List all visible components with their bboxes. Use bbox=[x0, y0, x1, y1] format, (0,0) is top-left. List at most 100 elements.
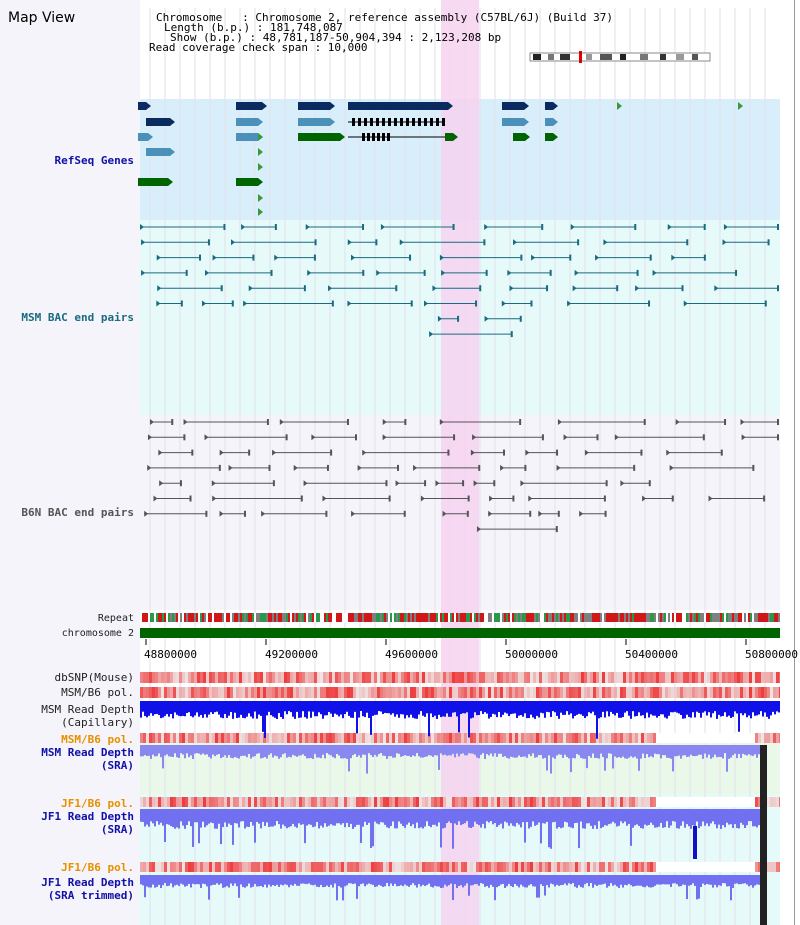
read-depth-bar bbox=[548, 875, 550, 888]
heat-cell bbox=[398, 672, 401, 683]
read-depth-bar bbox=[182, 745, 184, 755]
heat-cell bbox=[662, 733, 665, 743]
heat-cell bbox=[692, 733, 695, 743]
read-depth-bar bbox=[742, 809, 744, 825]
heat-cell bbox=[641, 687, 644, 698]
heat-cell bbox=[728, 862, 731, 872]
read-depth-bar bbox=[602, 875, 604, 885]
read-depth-bar bbox=[632, 701, 634, 712]
read-depth-bar bbox=[646, 701, 648, 713]
repeat-element bbox=[496, 613, 498, 622]
heat-cell bbox=[359, 687, 362, 698]
read-depth-bar bbox=[454, 701, 456, 713]
read-depth-bar bbox=[590, 809, 592, 826]
heat-cell bbox=[350, 687, 353, 698]
repeat-element bbox=[250, 613, 252, 622]
heat-cell bbox=[254, 797, 257, 807]
heat-cell bbox=[293, 687, 296, 698]
heat-cell bbox=[155, 687, 158, 698]
heat-cell bbox=[455, 797, 458, 807]
ideogram-band bbox=[586, 54, 592, 60]
read-depth-bar bbox=[474, 875, 476, 885]
heat-cell bbox=[368, 797, 371, 807]
read-depth-bar bbox=[450, 701, 452, 717]
read-depth-bar bbox=[400, 701, 402, 715]
track-label-refseq[interactable]: RefSeq Genes bbox=[54, 154, 134, 167]
heat-cell bbox=[710, 862, 713, 872]
heat-cell bbox=[773, 687, 776, 698]
heat-cell bbox=[752, 862, 755, 872]
repeat-element bbox=[392, 613, 394, 622]
heat-cell bbox=[482, 672, 485, 683]
read-depth-bar bbox=[194, 809, 196, 823]
track-label-b6n-bac[interactable]: B6N BAC end pairs bbox=[21, 506, 134, 519]
read-depth-bar bbox=[718, 809, 720, 825]
repeat-element bbox=[338, 613, 340, 622]
repeat-element bbox=[212, 613, 214, 622]
heat-cell bbox=[446, 733, 449, 743]
heat-cell bbox=[635, 797, 638, 807]
read-depth-bar bbox=[598, 701, 600, 719]
read-depth-bar bbox=[490, 809, 492, 822]
heat-cell bbox=[566, 687, 569, 698]
heat-cell bbox=[470, 797, 473, 807]
heat-cell bbox=[443, 687, 446, 698]
read-depth-bar bbox=[594, 809, 596, 826]
read-depth-bar bbox=[192, 745, 194, 759]
read-depth-bar bbox=[712, 701, 714, 714]
heat-cell bbox=[704, 672, 707, 683]
heat-cell bbox=[608, 733, 611, 743]
bac-end-marker bbox=[556, 449, 559, 456]
read-depth-bar bbox=[540, 809, 542, 844]
read-depth-bar bbox=[564, 875, 566, 884]
read-depth-bar bbox=[770, 701, 772, 716]
read-depth-bar bbox=[466, 745, 468, 756]
read-depth-bar bbox=[144, 809, 146, 827]
heat-cell bbox=[200, 797, 203, 807]
read-depth-bar bbox=[376, 701, 378, 715]
read-depth-bar bbox=[676, 745, 678, 757]
heat-cell bbox=[374, 797, 377, 807]
read-depth-bar bbox=[406, 875, 408, 886]
read-depth-bar bbox=[556, 745, 558, 756]
read-depth-bar bbox=[248, 745, 250, 755]
heat-cell bbox=[731, 862, 734, 872]
bac-end-marker bbox=[413, 464, 418, 471]
read-depth-bar bbox=[192, 809, 194, 847]
heat-cell bbox=[500, 687, 503, 698]
read-depth-bar bbox=[696, 745, 698, 756]
heat-cell bbox=[374, 687, 377, 698]
read-depth-bar bbox=[726, 701, 728, 717]
read-depth-bar bbox=[334, 701, 336, 714]
heat-cell bbox=[425, 862, 428, 872]
read-depth-bar bbox=[482, 809, 484, 824]
read-depth-bar bbox=[290, 809, 292, 827]
bac-end-marker bbox=[385, 480, 388, 487]
heat-cell bbox=[509, 797, 512, 807]
heat-cell bbox=[638, 797, 641, 807]
heat-cell bbox=[458, 687, 461, 698]
read-depth-bar bbox=[636, 809, 638, 825]
heat-cell bbox=[356, 733, 359, 743]
heat-cell bbox=[431, 687, 434, 698]
heat-cell bbox=[173, 672, 176, 683]
read-depth-bar bbox=[758, 745, 760, 755]
heat-cell bbox=[140, 687, 143, 698]
read-depth-bar bbox=[204, 809, 206, 828]
heat-cell bbox=[638, 687, 641, 698]
heat-cell bbox=[698, 797, 701, 807]
read-depth-bar bbox=[630, 809, 632, 846]
bac-end-marker bbox=[241, 224, 246, 230]
heat-cell bbox=[683, 862, 686, 872]
heat-cell bbox=[665, 672, 668, 683]
heat-cell bbox=[320, 862, 323, 872]
bac-end-marker bbox=[633, 464, 636, 471]
read-depth-bar bbox=[166, 875, 168, 887]
track-label-msm-bac[interactable]: MSM BAC end pairs bbox=[21, 311, 134, 324]
heat-cell bbox=[245, 687, 248, 698]
read-depth-bar bbox=[220, 875, 222, 884]
heat-cell bbox=[317, 672, 320, 683]
heat-cell bbox=[395, 672, 398, 683]
heat-cell bbox=[644, 797, 647, 807]
